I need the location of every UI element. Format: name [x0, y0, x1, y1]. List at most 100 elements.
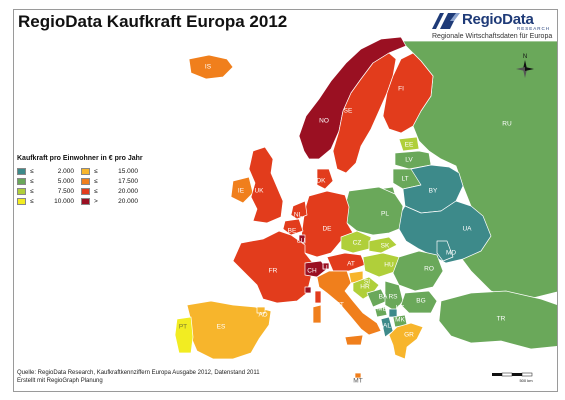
legend-operator: ≤	[94, 178, 98, 185]
country-IS	[188, 54, 234, 80]
label-RU: RU	[502, 121, 512, 128]
legend-item: ≤ 2.000	[17, 167, 81, 176]
label-KS: KS	[396, 305, 405, 312]
legend-operator: ≤	[30, 168, 34, 175]
label-UK: UK	[254, 188, 264, 195]
country-BE	[282, 218, 304, 236]
legend-swatch	[81, 198, 90, 205]
legend-item: ≤ 17.500	[81, 177, 145, 186]
label-DE: DE	[322, 226, 332, 233]
source-line-1: Quelle: RegioData Research, Kaufkraftken…	[17, 370, 260, 376]
label-GR: GR	[404, 332, 414, 339]
label-TR: TR	[497, 316, 506, 323]
country-FI	[382, 52, 434, 134]
legend-column-2: ≤ 15.000 ≤ 17.500 ≤ 20.000 > 20.000	[81, 167, 145, 207]
scale-label: 500 km	[519, 378, 533, 383]
logo-tagline: Regionale Wirtschaftsdaten für Europa	[432, 33, 553, 40]
source-note: Quelle: RegioData Research, Kaufkraftken…	[17, 369, 260, 385]
legend-swatch	[17, 168, 26, 175]
legend-operator: >	[94, 198, 98, 205]
label-BG: BG	[416, 298, 425, 305]
label-MD: MD	[446, 250, 456, 257]
north-label: N	[523, 54, 527, 60]
country-SK	[368, 236, 398, 254]
label-AT: AT	[347, 261, 355, 268]
legend-operator: ≤	[30, 178, 34, 185]
label-BY: BY	[429, 188, 438, 195]
logo-research: RESEARCH	[517, 26, 551, 31]
label-NO: NO	[319, 118, 329, 125]
legend-item: ≤ 20.000	[81, 187, 145, 196]
legend-value: 17.500	[118, 178, 138, 185]
country-BG	[400, 290, 438, 314]
label-IT: IT	[338, 302, 344, 309]
country-NO	[298, 36, 407, 160]
label-IS: IS	[205, 64, 212, 71]
legend-title: Kaufkraft pro Einwohner in € pro Jahr	[17, 155, 143, 162]
label-BE: BE	[288, 228, 297, 235]
label-FI: FI	[398, 86, 404, 93]
europe-map: IS NO SE FI RU EE LV LT BY UA MD RO PL D…	[174, 36, 557, 385]
country-FR	[232, 230, 314, 304]
legend-swatch	[17, 198, 26, 205]
label-IE: IE	[238, 188, 245, 195]
country-GR	[388, 322, 424, 360]
legend-operator: ≤	[94, 188, 98, 195]
legend-swatch	[17, 178, 26, 185]
country-IT	[316, 270, 382, 336]
country-AD	[256, 306, 266, 314]
label-EE: EE	[405, 142, 414, 149]
country-DE	[300, 190, 354, 258]
legend-column-1: ≤ 2.000 ≤ 5.000 ≤ 7.500 ≤ 10.000	[17, 167, 81, 207]
label-LU: LU	[297, 238, 306, 245]
map-frame: IS NO SE FI RU EE LV LT BY UA MD RO PL D…	[13, 9, 558, 392]
country-NL	[290, 200, 308, 220]
country-RO	[392, 250, 444, 292]
label-RO: RO	[424, 266, 434, 273]
regiodata-logo: RegioData RESEARCH Regionale Wirtschafts…	[430, 11, 558, 45]
legend-operator: ≤	[30, 188, 34, 195]
label-PT: PT	[179, 324, 187, 331]
label-RS: RS	[388, 294, 398, 301]
country-MT	[354, 372, 362, 379]
legend-value: 2.000	[57, 168, 74, 175]
scale-bar: 500 km	[492, 372, 533, 383]
country-MD	[436, 240, 454, 262]
logo-mark-icon	[432, 13, 460, 29]
legend-operator: ≤	[94, 168, 98, 175]
country-AT	[326, 252, 366, 272]
country-PL	[344, 186, 404, 236]
legend-swatch	[81, 168, 90, 175]
legend-swatch	[81, 188, 90, 195]
legend-item: ≤ 10.000	[17, 197, 81, 206]
country-RS	[384, 280, 404, 312]
legend-swatch	[17, 188, 26, 195]
country-UA	[398, 200, 492, 264]
label-LV: LV	[405, 157, 413, 164]
label-NL: NL	[294, 212, 303, 219]
country-PT	[174, 316, 194, 354]
country-MC	[304, 286, 312, 294]
label-SI: SI	[364, 279, 370, 286]
label-UA: UA	[462, 226, 472, 233]
label-ME: ME	[377, 306, 387, 313]
legend-value: 20.000	[118, 198, 138, 205]
label-BA: BA	[379, 294, 388, 301]
country-ME	[374, 306, 388, 318]
label-CH: CH	[307, 268, 317, 275]
label-HU: HU	[384, 262, 394, 269]
label-LT: LT	[401, 176, 408, 183]
country-DK	[316, 168, 334, 190]
legend-item: ≤ 15.000	[81, 167, 145, 176]
country-EE	[398, 136, 420, 152]
label-AD: AD	[258, 312, 267, 319]
label-LI: LI	[322, 265, 328, 272]
country-UK	[248, 146, 284, 224]
country-FR-corsica	[314, 290, 322, 304]
country-CH	[304, 260, 328, 278]
legend-swatch	[81, 178, 90, 185]
legend-value: 20.000	[118, 188, 138, 195]
legend-item: ≤ 7.500	[17, 187, 81, 196]
map-title: RegioData Kaufkraft Europa 2012	[18, 12, 288, 31]
